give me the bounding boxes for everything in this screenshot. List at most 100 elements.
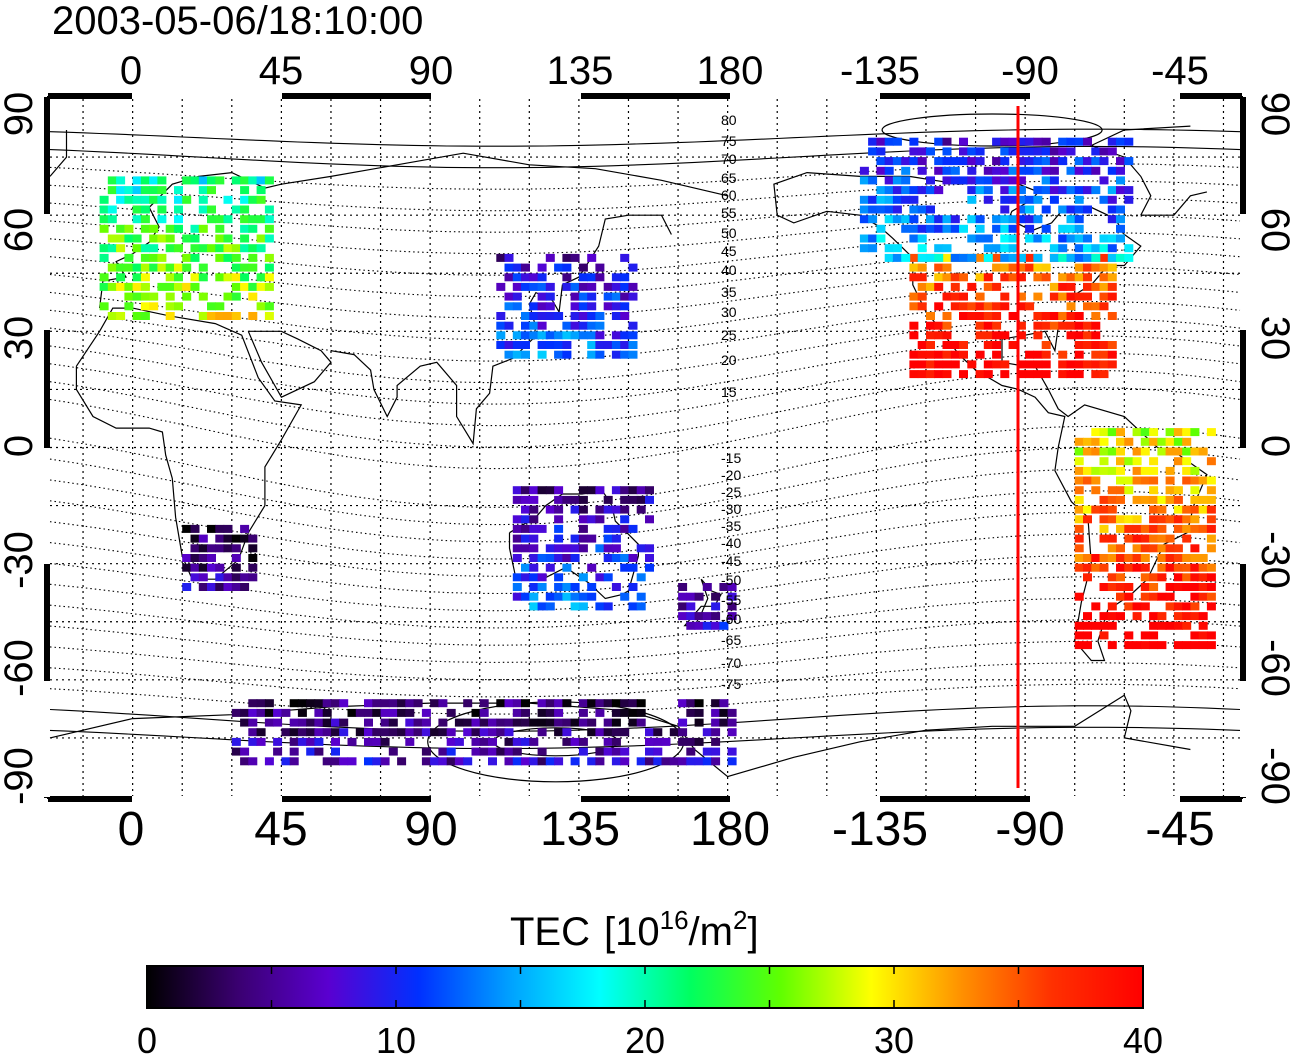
- tec-cell: [140, 176, 150, 185]
- tec-cell: [1140, 544, 1150, 553]
- tec-cell: [537, 757, 547, 766]
- tec-cell: [959, 370, 968, 379]
- tec-cell: [1099, 157, 1109, 166]
- tec-cell: [240, 273, 250, 282]
- tec-cell: [512, 534, 522, 543]
- top-lon-label: -90: [1001, 49, 1059, 93]
- tec-cell: [1173, 524, 1183, 533]
- tec-cell: [107, 234, 117, 243]
- tec-cell: [1124, 244, 1134, 253]
- tec-cell: [1008, 147, 1018, 156]
- tec-cell: [529, 563, 539, 572]
- tec-cell: [1066, 215, 1076, 224]
- tec-cell: [207, 583, 216, 591]
- tec-cell: [926, 205, 935, 214]
- tec-cell: [992, 224, 1002, 233]
- tec-cell: [1025, 253, 1035, 262]
- tec-cell: [314, 718, 324, 727]
- tec-cell: [1074, 370, 1084, 379]
- tec-cell: [1107, 495, 1117, 504]
- tec-cell: [694, 708, 704, 717]
- tec-cell: [116, 234, 126, 243]
- tec-cell: [1165, 592, 1175, 601]
- tec-cell: [446, 737, 456, 746]
- tec-cell: [182, 554, 192, 562]
- tec-cell: [537, 302, 547, 311]
- tec-cell: [207, 244, 216, 253]
- tec-cell: [645, 757, 654, 766]
- tec-cell: [628, 282, 638, 291]
- tec-cell: [587, 699, 597, 708]
- tec-cell: [248, 312, 258, 320]
- tec-cell: [876, 157, 886, 166]
- tec-cell: [1016, 321, 1026, 330]
- tec-cell: [1116, 186, 1125, 195]
- tec-cell: [248, 573, 258, 582]
- tec-cell: [1206, 428, 1216, 437]
- tec-cell: [884, 253, 894, 262]
- tec-cell: [240, 573, 250, 582]
- tec-cell: [686, 757, 696, 766]
- tec-cell: [132, 292, 142, 301]
- tec-cell: [1206, 534, 1216, 543]
- tec-cell: [1091, 621, 1101, 630]
- tec-cell: [570, 302, 580, 311]
- tec-cell: [1000, 205, 1010, 214]
- tec-cell: [917, 224, 927, 233]
- tec-cell: [603, 728, 613, 737]
- tec-cell: [1016, 273, 1026, 282]
- tec-cell: [1107, 195, 1117, 204]
- tec-cell: [1157, 505, 1167, 514]
- tec-cell: [157, 215, 167, 224]
- tec-cell: [686, 592, 696, 601]
- tec-cell: [975, 186, 985, 195]
- tec-cell: [1107, 186, 1117, 195]
- tec-cell: [207, 544, 216, 553]
- tec-cell: [438, 728, 448, 737]
- tec-cell: [959, 137, 968, 146]
- tec-cell: [1140, 602, 1150, 611]
- tec-data-cells: [99, 137, 1216, 766]
- tec-cell: [140, 205, 150, 214]
- tec-cell: [719, 621, 729, 630]
- tec-cell: [231, 282, 241, 291]
- tec-cell: [1124, 186, 1134, 195]
- tec-cell: [909, 195, 919, 204]
- tec-cell: [1206, 505, 1216, 514]
- tec-cell: [992, 263, 1002, 272]
- contour-label: 30: [721, 304, 737, 320]
- tec-cell: [1107, 583, 1117, 591]
- tec-cell: [942, 350, 952, 359]
- tec-cell: [587, 486, 597, 495]
- contour-label: -25: [721, 484, 741, 500]
- tec-cell: [1049, 312, 1059, 320]
- colorbar-tick-label: 10: [376, 1020, 416, 1057]
- tec-cell: [1049, 147, 1059, 156]
- tec-cell: [297, 708, 307, 717]
- tec-cell: [1041, 166, 1051, 175]
- right-lat-labels: 90 60 30 0 -30 -60 -90: [1253, 92, 1292, 805]
- tec-cell: [909, 205, 919, 214]
- contour-label: 80: [721, 112, 737, 128]
- tec-cell: [190, 282, 200, 291]
- tec-cell: [256, 195, 266, 204]
- tec-cell: [1033, 360, 1043, 369]
- tec-cell: [215, 524, 225, 533]
- tec-cell: [248, 554, 258, 562]
- tec-cell: [537, 573, 547, 582]
- tec-cell: [628, 718, 638, 727]
- tec-cell: [934, 186, 944, 195]
- tec-cell: [1132, 544, 1142, 553]
- tec-cell: [975, 350, 985, 359]
- tec-cell: [529, 757, 539, 766]
- tec-cell: [562, 718, 572, 727]
- left-lat-labels: 90 60 30 0 -30 -60 -90: [0, 92, 41, 805]
- tec-cell: [1190, 466, 1200, 475]
- tec-cell: [1107, 137, 1117, 146]
- tec-cell: [512, 263, 522, 272]
- tec-cell: [471, 718, 481, 727]
- tec-cell: [1083, 631, 1092, 640]
- tec-cell: [1149, 612, 1159, 621]
- tec-cell: [1182, 534, 1192, 543]
- tec-cell: [1149, 524, 1159, 533]
